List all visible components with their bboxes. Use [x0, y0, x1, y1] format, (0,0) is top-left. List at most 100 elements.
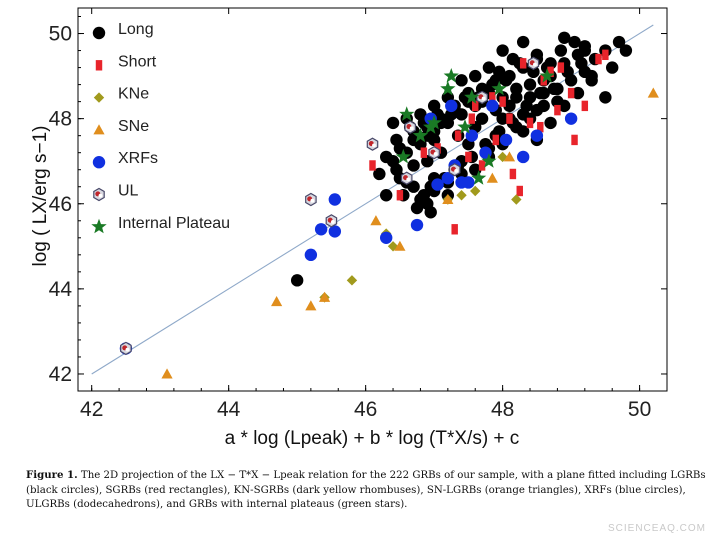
- x-tick-label: 50: [628, 398, 651, 421]
- ticks-layer: 42 44 46 48 50 42 44 46 48 50: [49, 8, 667, 421]
- point-long: [407, 159, 420, 172]
- legend-marker-internal-plateau: [91, 218, 107, 234]
- x-axis-title: a * log (Lpeak) + b * log (T*X/s) + c: [225, 428, 520, 449]
- point-internal-plateau: [395, 148, 411, 164]
- point-short: [506, 113, 513, 124]
- point-short: [557, 62, 565, 73]
- point-long: [537, 99, 550, 113]
- point-short: [547, 66, 554, 78]
- point-short: [567, 87, 575, 99]
- point-short: [420, 147, 428, 158]
- point-xrfs: [304, 248, 318, 262]
- y-axis-title: log ( LX/erg s−1): [30, 126, 51, 267]
- point-long: [421, 155, 434, 168]
- point-short: [581, 100, 589, 112]
- point-long: [516, 35, 530, 49]
- legend-marker-sne: [93, 124, 105, 135]
- point-short: [454, 130, 462, 141]
- point-short: [465, 151, 472, 163]
- point-long: [482, 61, 496, 74]
- x-tick-label: 42: [80, 398, 103, 421]
- point-short: [537, 121, 544, 133]
- point-long: [568, 35, 581, 49]
- point-long: [479, 137, 492, 151]
- point-xrfs: [379, 231, 393, 244]
- point-internal-plateau: [457, 119, 473, 134]
- y-tick-label: 46: [49, 193, 72, 216]
- y-tick-label: 48: [49, 108, 72, 131]
- point-long: [516, 125, 530, 138]
- point-xrfs: [431, 178, 444, 191]
- point-short: [472, 100, 479, 112]
- watermark: SCIENCEAQ.COM: [607, 523, 706, 534]
- point-long: [534, 86, 547, 100]
- x-tick-label: 48: [491, 398, 514, 421]
- point-xrfs: [516, 150, 530, 164]
- point-short: [509, 168, 517, 180]
- point-sne: [370, 215, 382, 226]
- legend-label-ul: UL: [118, 183, 139, 200]
- point-sne: [442, 193, 454, 204]
- point-short: [554, 104, 561, 116]
- point-long: [499, 74, 513, 87]
- point-long: [493, 125, 506, 138]
- point-long: [558, 99, 571, 113]
- point-short: [468, 113, 476, 124]
- point-long: [561, 65, 574, 79]
- legend-label-sne: SNe: [118, 118, 149, 135]
- point-long: [493, 65, 506, 79]
- y-tick-label: 42: [49, 363, 72, 386]
- point-long: [386, 116, 400, 130]
- figure-caption: Figure 1. The 2D projection of the LX − …: [26, 468, 706, 513]
- point-xrfs: [462, 176, 475, 189]
- point-long: [612, 35, 626, 49]
- point-sne: [486, 172, 498, 183]
- caption-label: Figure 1.: [26, 469, 78, 481]
- point-xrfs: [499, 133, 513, 147]
- point-short: [369, 160, 376, 171]
- legend-label-short: Short: [118, 53, 157, 70]
- point-long: [455, 74, 468, 87]
- point-sne: [647, 87, 659, 98]
- point-long: [510, 82, 523, 96]
- point-internal-plateau: [471, 170, 487, 185]
- point-long: [575, 57, 588, 70]
- point-kne: [511, 194, 522, 205]
- legend-marker-short: [95, 60, 103, 71]
- point-long: [585, 74, 598, 87]
- point-short: [595, 53, 602, 65]
- point-xrfs: [441, 172, 455, 185]
- point-long: [290, 274, 304, 287]
- point-short: [519, 58, 527, 69]
- x-tick-label: 44: [217, 398, 241, 421]
- point-long: [386, 155, 400, 168]
- point-kne: [470, 185, 481, 197]
- point-long: [424, 206, 437, 219]
- point-short: [516, 185, 523, 197]
- point-long: [523, 78, 537, 91]
- point-long: [379, 189, 393, 202]
- point-xrfs: [410, 218, 424, 232]
- point-long: [455, 108, 468, 121]
- point-xrfs: [530, 129, 544, 142]
- point-internal-plateau: [440, 80, 456, 96]
- point-ul: [400, 171, 413, 185]
- y-tick-label: 44: [49, 278, 73, 301]
- point-internal-plateau: [399, 106, 415, 121]
- point-ul: [404, 120, 416, 134]
- point-xrfs: [564, 112, 578, 125]
- point-long: [496, 44, 509, 57]
- point-long: [417, 189, 431, 202]
- point-long: [571, 86, 585, 100]
- point-short: [526, 117, 534, 129]
- legend-label-kne: KNe: [118, 86, 149, 103]
- legend-marker-ul: [93, 187, 105, 202]
- legend-label-xrfs: XRFs: [118, 150, 158, 167]
- legend-label-internal-plateau: Internal Plateau: [118, 215, 230, 232]
- point-ul: [448, 163, 461, 177]
- point-short: [602, 49, 609, 61]
- point-ul: [527, 56, 540, 70]
- point-long: [510, 91, 523, 104]
- point-sne: [318, 291, 331, 302]
- point-short: [499, 96, 506, 107]
